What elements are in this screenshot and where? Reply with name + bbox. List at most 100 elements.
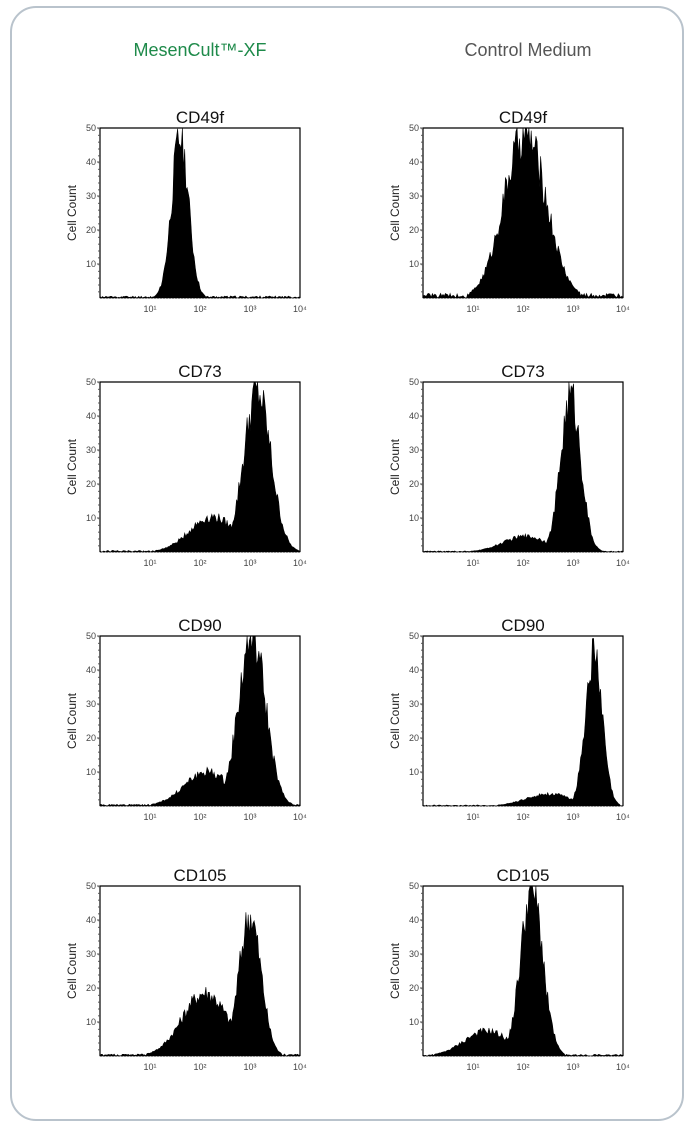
y-minor-tick [98,656,100,658]
y-minor-tick [98,463,100,465]
y-minor-tick [421,182,423,184]
y-tick-label: 10 [409,1017,419,1027]
y-minor-tick [98,1028,100,1030]
y-minor-tick [98,236,100,238]
y-tick-label: 50 [409,377,419,387]
histogram-series [422,381,624,553]
y-minor-tick [421,202,423,204]
y-minor-tick [421,1049,423,1051]
x-tick-label: 10² [193,304,206,314]
y-tick-label: 30 [86,445,96,455]
y-minor-tick [98,409,100,411]
y-minor-tick [98,1008,100,1010]
histogram-panel-cd90-mesencult: CD90 10 20 30 40 50 Cell Count 10¹ 10² 10³ 10⁴ [55,616,345,846]
y-minor-tick [98,738,100,740]
y-minor-tick [98,216,100,218]
x-tick-label: 10¹ [143,812,156,822]
y-minor-tick [421,765,423,767]
y-minor-tick [98,284,100,286]
y-tick-label: 40 [86,157,96,167]
y-axis-label: Cell Count [388,942,402,999]
y-minor-tick [421,175,423,177]
x-tick-label: 10³ [566,812,579,822]
y-minor-tick [421,490,423,492]
y-minor-tick [421,538,423,540]
y-minor-tick [421,429,423,431]
y-minor-tick [421,717,423,719]
y-minor-tick [98,230,100,232]
y-minor-tick [98,913,100,915]
y-minor-tick [98,933,100,935]
y-minor-tick [421,257,423,259]
y-minor-tick [421,277,423,279]
y-minor-tick [98,162,100,164]
y-minor-tick [421,395,423,397]
y-minor-tick [421,1008,423,1010]
y-minor-tick [98,388,100,390]
y-minor-tick [98,1049,100,1051]
y-minor-tick [421,981,423,983]
x-tick-label: 10¹ [143,304,156,314]
histogram-svg: 10 20 30 40 50 Cell Count 10¹ 10² 10³ 10⁴ [388,881,630,1072]
y-minor-tick [98,642,100,644]
y-minor-tick [421,960,423,962]
plot-frame [422,885,624,1056]
y-minor-tick [98,967,100,969]
y-minor-tick [98,683,100,685]
y-minor-tick [98,778,100,780]
y-minor-tick [421,988,423,990]
histogram-title: CD49f [175,108,225,127]
histogram-svg: 10 20 30 40 50 Cell Count 10¹ 10² 10³ 10⁴ [65,123,307,314]
y-minor-tick [98,484,100,486]
x-tick-label: 10⁴ [293,558,307,568]
y-minor-tick [421,236,423,238]
histogram-svg: 10 20 30 40 50 Cell Count 10¹ 10² 10³ 10⁴ [65,881,307,1072]
y-minor-tick [98,497,100,499]
y-minor-tick [98,886,100,888]
y-minor-tick [98,676,100,678]
y-minor-tick [421,744,423,746]
y-axis-label: Cell Count [65,438,79,495]
y-minor-tick [98,545,100,547]
y-tick-label: 40 [86,665,96,675]
histogram-svg: 10 20 30 40 50 Cell Count 10¹ 10² 10³ 10⁴ [65,377,307,568]
y-minor-tick [421,518,423,520]
y-minor-tick [98,277,100,279]
y-minor-tick [98,670,100,672]
y-minor-tick [98,257,100,259]
x-tick-label: 10³ [566,558,579,568]
histogram-title: CD105 [173,866,227,885]
y-minor-tick [98,477,100,479]
y-minor-tick [98,470,100,472]
y-tick-label: 30 [86,699,96,709]
x-tick-label: 10² [516,1062,529,1072]
y-minor-tick [421,450,423,452]
y-minor-tick [98,518,100,520]
y-minor-tick [421,940,423,942]
y-minor-tick [421,670,423,672]
y-tick-label: 50 [409,123,419,133]
y-minor-tick [98,436,100,438]
y-minor-tick [98,202,100,204]
y-minor-tick [98,899,100,901]
y-minor-tick [421,209,423,211]
y-minor-tick [421,724,423,726]
histogram-svg: 10 20 30 40 50 Cell Count 10¹ 10² 10³ 10⁴ [388,123,630,314]
y-minor-tick [421,772,423,774]
y-minor-tick [98,724,100,726]
y-minor-tick [421,1015,423,1017]
y-tick-label: 10 [86,767,96,777]
y-minor-tick [421,967,423,969]
y-minor-tick [421,892,423,894]
y-tick-label: 40 [409,665,419,675]
y-minor-tick [98,892,100,894]
y-minor-tick [98,382,100,384]
y-minor-tick [421,409,423,411]
y-minor-tick [98,960,100,962]
histogram-panel-cd105-control: CD105 10 20 30 40 50 Cell Count 10¹ 10² 10³ 10⁴ [378,866,668,1096]
y-minor-tick [421,906,423,908]
y-minor-tick [421,230,423,232]
y-minor-tick [98,792,100,794]
y-minor-tick [421,162,423,164]
y-minor-tick [421,731,423,733]
